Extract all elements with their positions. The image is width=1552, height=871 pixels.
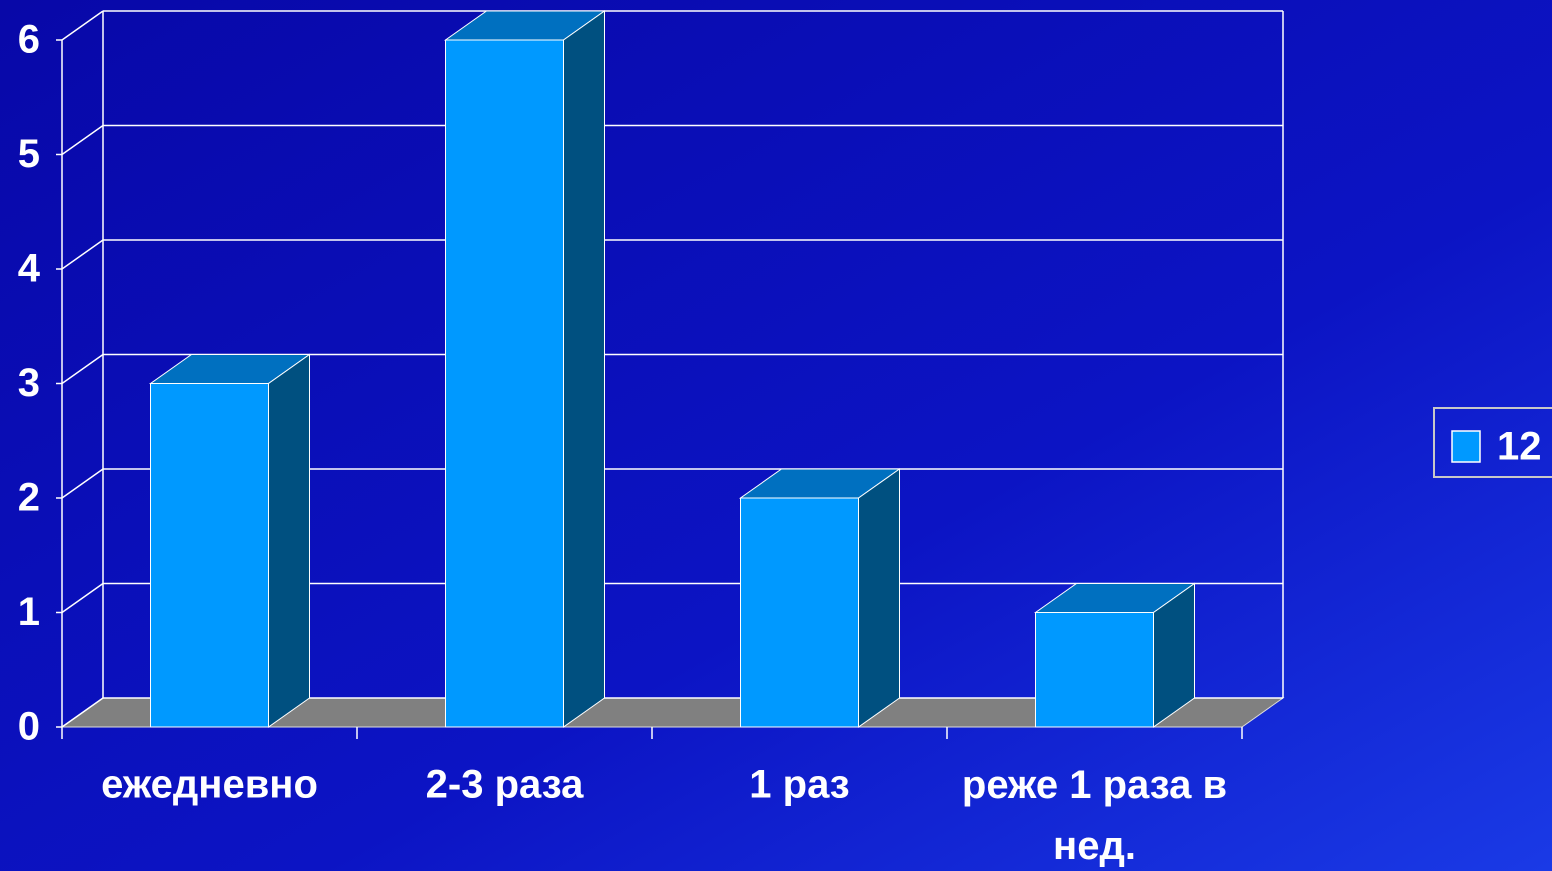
y-tick-label: 3 (18, 361, 40, 405)
legend-box (1433, 407, 1552, 478)
bar (740, 497, 859, 728)
grid-line (61, 10, 104, 41)
legend-label: 12 (1497, 425, 1542, 469)
y-tick-label: 2 (18, 476, 40, 520)
bar-side (563, 10, 605, 728)
grid-line (61, 353, 104, 385)
grid-line (61, 582, 104, 614)
grid-line (61, 697, 104, 728)
bar (150, 383, 269, 728)
grid-line (61, 124, 104, 156)
y-tick-label: 0 (18, 705, 40, 749)
grid-line (61, 239, 104, 270)
bar-side (858, 468, 900, 728)
legend-swatch (1451, 430, 1481, 463)
y-tick-label: 5 (18, 132, 40, 176)
x-tick-label: ежедневно (101, 763, 318, 807)
y-tick-label: 6 (18, 18, 40, 62)
x-tick-label: 1 раз (749, 763, 849, 807)
x-tick-label: 2-3 раза (426, 763, 584, 807)
bar (1035, 612, 1154, 728)
x-tick-label: реже 1 раза в нед. (962, 763, 1227, 868)
grid-line (61, 468, 104, 499)
bar (445, 39, 564, 728)
bar-side (268, 353, 310, 728)
y-tick-label: 4 (18, 247, 41, 291)
y-tick-label: 1 (18, 590, 40, 634)
